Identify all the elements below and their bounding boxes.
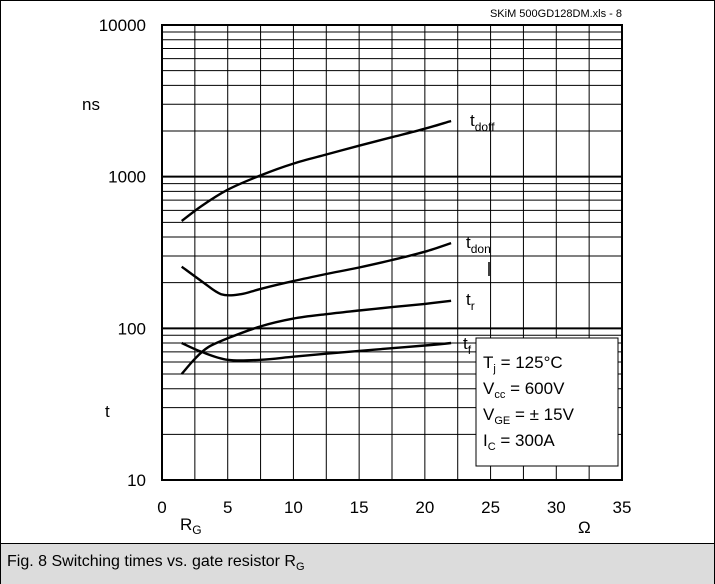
series-label-r: tr [466, 290, 475, 313]
x-tick-label: 20 [415, 498, 434, 517]
figure-caption: Fig. 8 Switching times vs. gate resistor… [7, 553, 305, 574]
condition-vcc: Vcc = 600V [483, 379, 565, 401]
y-tick-label: 100 [118, 319, 146, 338]
series-label-don: tdon [466, 233, 491, 256]
source-note: SKiM 500GD128DM.xls - 8 [490, 8, 622, 20]
condition-vge: VGE = ± 15V [483, 405, 575, 427]
x-tick-label: 35 [613, 498, 632, 517]
curves [180, 119, 452, 375]
series-label-f: tf [463, 334, 472, 357]
x-axis-label: RG [180, 515, 202, 537]
x-tick-label: 15 [350, 498, 369, 517]
x-tick-label: 5 [223, 498, 232, 517]
series-line-don [180, 241, 452, 297]
x-tick-label: 30 [547, 498, 566, 517]
series-line-r [180, 299, 452, 375]
x-tick-label: 25 [481, 498, 500, 517]
x-unit-label: Ω [578, 518, 591, 537]
x-tick-label: 10 [284, 498, 303, 517]
condition-ic: IC = 300A [483, 431, 555, 453]
plot-border [161, 24, 623, 481]
y-tick-label: 1000 [108, 168, 146, 187]
y-unit-label: ns [82, 95, 100, 114]
series-line-doff [180, 119, 452, 222]
condition-tj: Tj = 125°C [483, 353, 563, 375]
y-tick-label: 10000 [99, 16, 146, 35]
series-line-f [181, 341, 452, 362]
series-labels: tdoff tdon tr tf [463, 111, 495, 357]
y-axis-label: t [105, 402, 110, 421]
caption-bar: Fig. 8 Switching times vs. gate resistor… [1, 543, 714, 584]
conditions-box: Tj = 125°C Vcc = 600V VGE = ± 15V IC = 3… [475, 337, 619, 467]
series-label-doff: tdoff [470, 111, 495, 134]
y-tick-label: 10 [127, 471, 146, 490]
tick-labels: 0 5 10 15 20 25 30 35 10 100 1000 10000 [99, 16, 632, 517]
x-tick-label: 0 [157, 498, 166, 517]
